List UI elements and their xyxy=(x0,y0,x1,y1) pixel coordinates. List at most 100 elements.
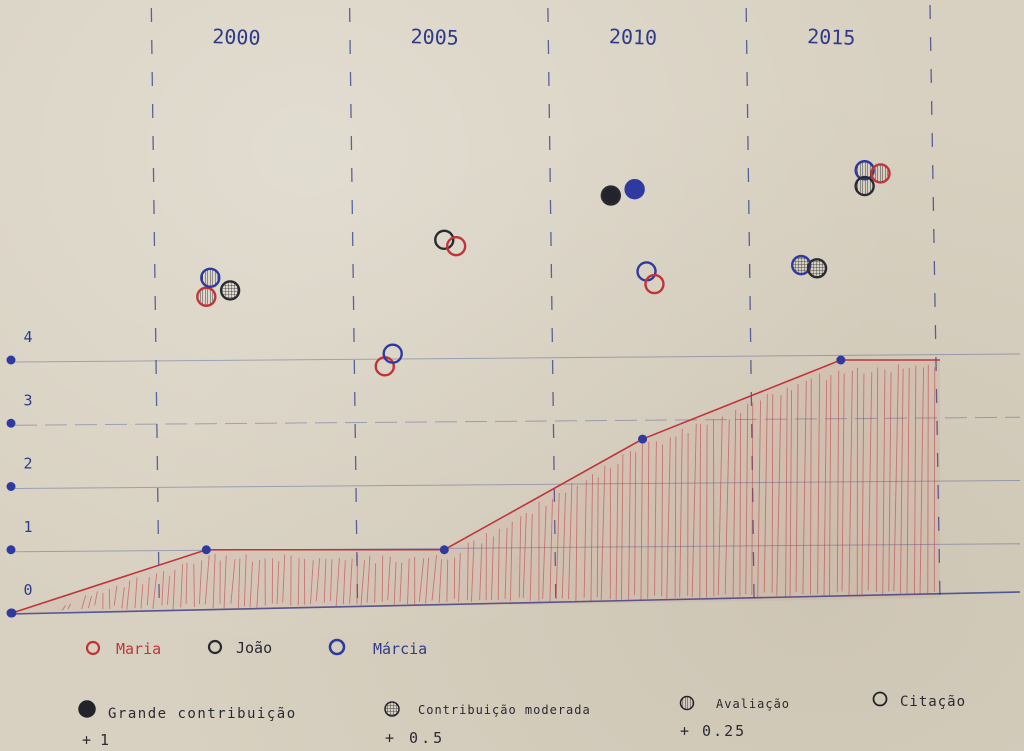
area-hatch-stroke xyxy=(522,513,527,598)
area-hatch-stroke xyxy=(198,560,203,605)
area-hatch-stroke xyxy=(829,375,832,598)
area-hatch-stroke xyxy=(679,428,683,598)
area-hatch-stroke xyxy=(691,423,697,598)
area-hatch-stroke xyxy=(882,369,886,595)
contribution-marker xyxy=(854,175,875,197)
area-hatch-stroke xyxy=(282,554,286,603)
area-hatch-stroke xyxy=(113,585,118,606)
area-hatch-stroke xyxy=(706,424,708,598)
contribution-marker xyxy=(624,179,645,200)
contribution-marker xyxy=(870,163,891,184)
area-series-point xyxy=(201,545,211,555)
legend-joao-icon xyxy=(207,639,223,655)
area-hatch-stroke xyxy=(861,373,865,597)
contribution-marker xyxy=(806,258,828,279)
area-hatch-stroke xyxy=(893,364,899,592)
area-hatch-stroke xyxy=(771,393,774,593)
grid-horizontal-line xyxy=(14,416,1021,426)
area-hatch-stroke xyxy=(836,370,840,593)
area-hatch-stroke xyxy=(817,373,821,594)
area-hatch-stroke xyxy=(699,423,701,598)
area-hatch-stroke xyxy=(256,559,261,608)
area-hatch-stroke xyxy=(875,367,879,593)
area-hatch-stroke xyxy=(600,465,606,600)
grid-horizontal-line xyxy=(14,353,1021,363)
area-hatch-stroke xyxy=(349,558,353,604)
area-hatch-stroke xyxy=(634,452,637,596)
area-hatch-stroke xyxy=(342,560,346,605)
area-hatch-stroke xyxy=(628,451,631,600)
y-tick-label: 2 xyxy=(23,455,32,473)
grid-horizontal-line xyxy=(14,543,1021,553)
area-hatch-stroke xyxy=(87,595,92,609)
area-hatch-stroke xyxy=(146,577,150,606)
grid-vertical-line xyxy=(150,7,160,611)
y-tick-label: 4 xyxy=(23,328,32,346)
area-hatch-stroke xyxy=(795,384,799,592)
contribution-marker xyxy=(600,185,622,206)
legend-moderada-value: + 0.5 xyxy=(385,729,445,747)
contribution-marker xyxy=(200,267,221,288)
area-hatch-stroke xyxy=(549,498,553,602)
y-tick-dot xyxy=(6,355,16,365)
area-hatch-stroke xyxy=(126,580,131,610)
area-hatch-stroke xyxy=(802,380,807,595)
area-hatch-stroke xyxy=(438,559,442,604)
area-series-line xyxy=(11,359,940,614)
area-hatch-stroke xyxy=(654,441,657,596)
area-hatch-stroke xyxy=(238,558,241,609)
area-hatch-stroke xyxy=(418,558,425,602)
legend-avaliacao-value: + 0.25 xyxy=(680,722,746,740)
x-tick-label: 2000 xyxy=(212,24,261,50)
area-hatch-stroke xyxy=(360,560,365,606)
legend-maria-icon xyxy=(85,640,101,656)
x-axis-line xyxy=(9,591,1021,615)
area-hatch-stroke xyxy=(172,569,176,610)
area-hatch-stroke xyxy=(640,444,643,600)
y-tick-dot xyxy=(6,608,16,618)
area-hatch-stroke xyxy=(724,419,730,595)
contribution-marker xyxy=(434,229,455,251)
area-hatch-stroke xyxy=(732,410,737,597)
area-hatch-stroke xyxy=(661,444,664,597)
area-hatch-stroke xyxy=(152,573,158,609)
area-hatch-stroke xyxy=(310,560,314,605)
area-hatch-stroke xyxy=(823,380,828,596)
area-hatch-stroke xyxy=(621,454,624,600)
area-hatch-stroke xyxy=(590,474,593,602)
area-hatch-stroke xyxy=(276,560,280,605)
area-hatch-stroke xyxy=(561,492,566,599)
area-hatch-stroke xyxy=(647,441,650,599)
area-hatch-stroke xyxy=(81,594,87,610)
area-hatch-stroke xyxy=(330,559,333,601)
area-hatch-stroke xyxy=(763,394,768,593)
grid-horizontal-line xyxy=(14,480,1021,489)
area-hatch-stroke xyxy=(243,554,247,607)
area-hatch-stroke xyxy=(504,527,508,599)
x-tick-label: 2005 xyxy=(410,24,459,50)
area-fill xyxy=(12,360,940,613)
area-hatch-stroke xyxy=(399,562,403,603)
area-hatch-stroke xyxy=(121,587,125,609)
area-hatch-stroke xyxy=(529,513,533,601)
area-series-point xyxy=(439,545,449,555)
area-hatch-stroke xyxy=(393,562,397,605)
area-hatch-stroke xyxy=(841,373,845,592)
y-tick-dot xyxy=(6,418,16,428)
contribution-marker xyxy=(445,235,467,257)
area-hatch-stroke xyxy=(491,536,494,601)
area-hatch-stroke xyxy=(751,402,754,595)
legend-citacao-icon xyxy=(872,691,888,707)
area-hatch-stroke xyxy=(161,571,165,606)
area-hatch-stroke xyxy=(583,480,587,598)
legend-grande-value: + 1 xyxy=(82,731,109,749)
area-hatch-stroke xyxy=(323,558,327,603)
area-hatch-stroke xyxy=(297,558,300,606)
y-tick-dot xyxy=(6,482,16,491)
legend-citacao-label: Citação xyxy=(900,694,966,710)
area-hatch-stroke xyxy=(466,542,469,600)
area-hatch-stroke xyxy=(387,556,391,601)
y-tick-dot xyxy=(6,545,16,555)
legend-grande-icon xyxy=(78,700,96,718)
